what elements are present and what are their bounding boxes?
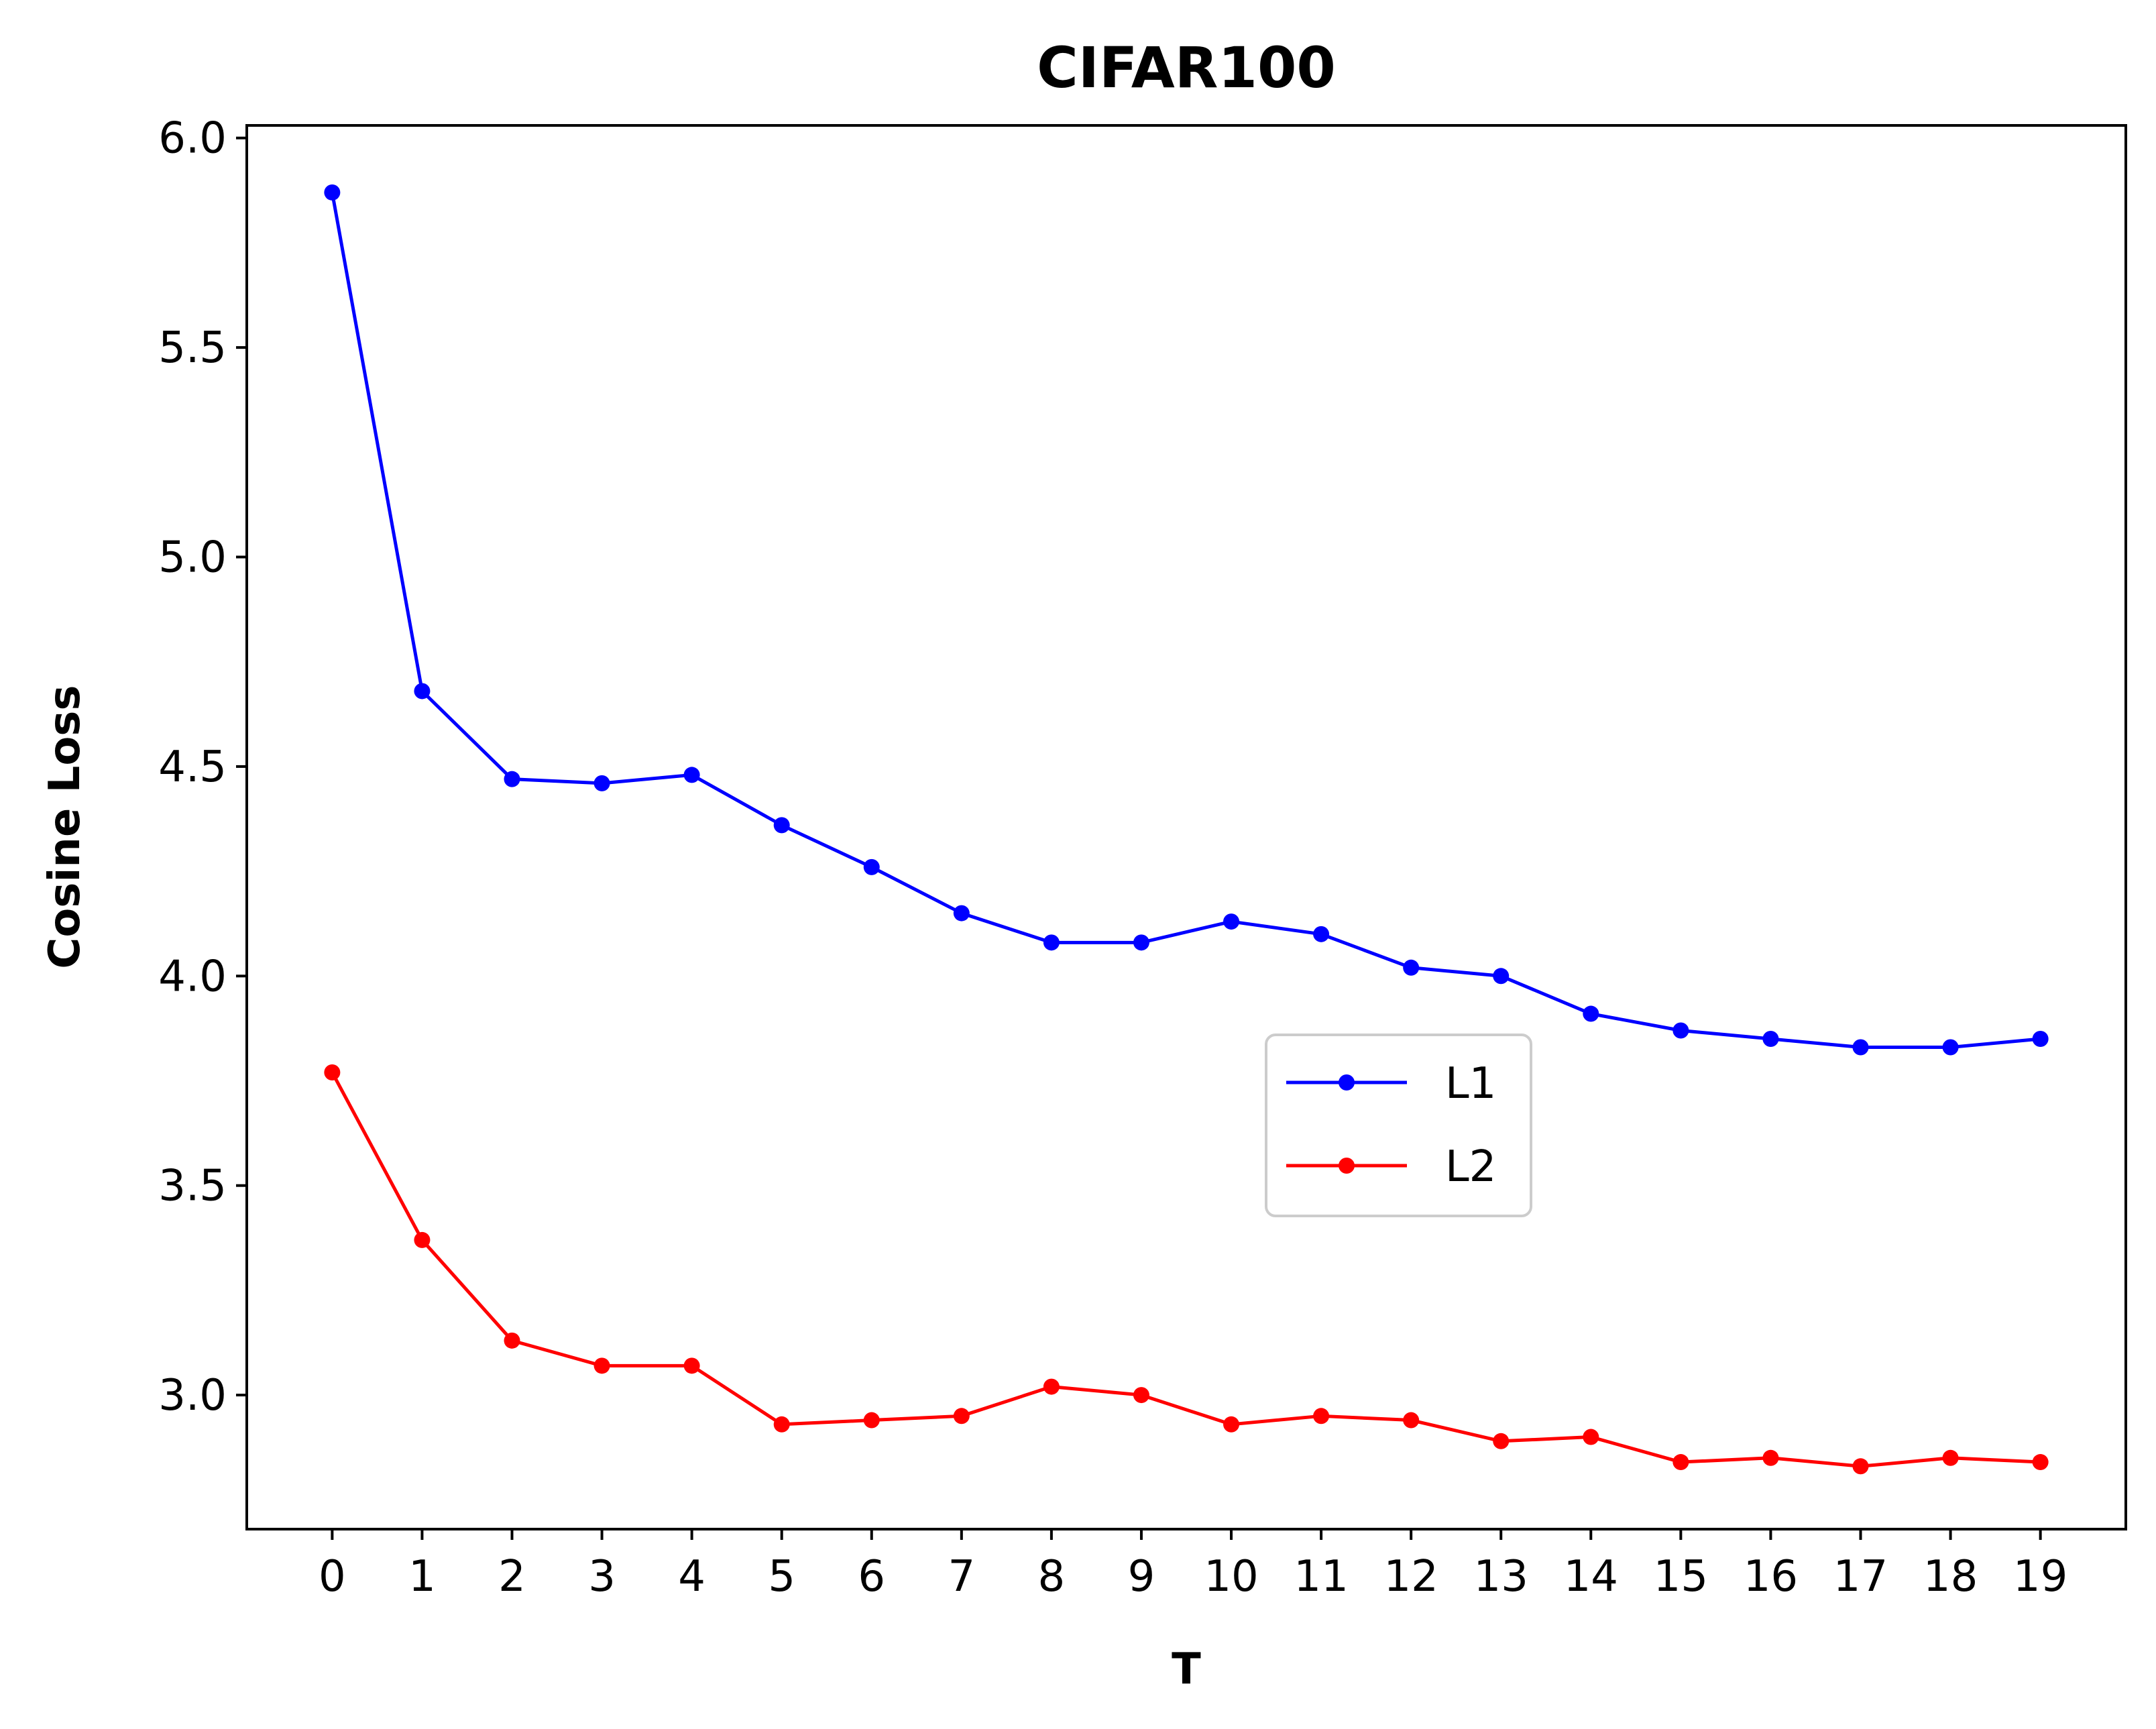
data-point-l2 xyxy=(1493,1433,1510,1449)
x-tick-label: 2 xyxy=(498,1552,526,1602)
data-point-l1 xyxy=(953,905,970,922)
legend-label-l2: L2 xyxy=(1445,1142,1496,1192)
data-point-l2 xyxy=(324,1064,341,1080)
series-line-l2 xyxy=(331,1071,2041,1468)
data-point-l1 xyxy=(1762,1031,1779,1048)
y-tick-label: 3.0 xyxy=(158,1371,227,1420)
data-point-l2 xyxy=(414,1231,431,1248)
chart-title: CIFAR100 xyxy=(1037,35,1336,101)
data-point-l2 xyxy=(1762,1449,1779,1466)
data-point-l2 xyxy=(1672,1454,1689,1471)
data-point-l2 xyxy=(1852,1458,1869,1475)
data-point-l1 xyxy=(1403,959,1420,976)
x-tick-label: 4 xyxy=(678,1552,705,1602)
x-tick-label: 17 xyxy=(1833,1552,1888,1602)
data-point-l1 xyxy=(1493,968,1510,985)
x-tick-label: 19 xyxy=(2013,1552,2067,1602)
data-point-l1 xyxy=(773,817,790,834)
y-tick-label: 5.0 xyxy=(158,533,227,583)
plot-frame xyxy=(245,124,2127,1530)
series-l1 xyxy=(324,184,2049,1056)
y-tick-label: 4.0 xyxy=(158,952,227,1001)
x-tick-label: 14 xyxy=(1564,1552,1618,1602)
data-point-l2 xyxy=(1043,1378,1060,1395)
y-axis-ticks: 3.0 3.5 4.0 4.5 5.0 5.5 6.0 xyxy=(158,114,247,1420)
legend-marker-l1 xyxy=(1339,1074,1355,1091)
x-tick-label: 9 xyxy=(1128,1552,1155,1602)
x-tick-label: 12 xyxy=(1383,1552,1438,1602)
x-tick-label: 15 xyxy=(1654,1552,1708,1602)
data-point-l1 xyxy=(324,184,341,201)
x-tick-label: 8 xyxy=(1038,1552,1066,1602)
x-tick-label: 6 xyxy=(858,1552,885,1602)
data-point-l2 xyxy=(1223,1416,1240,1433)
data-point-l1 xyxy=(1313,926,1330,942)
data-point-l2 xyxy=(2032,1454,2049,1471)
data-point-l2 xyxy=(683,1357,700,1374)
x-tick-label: 16 xyxy=(1744,1552,1798,1602)
data-point-l2 xyxy=(593,1357,610,1374)
data-point-l2 xyxy=(1403,1412,1420,1429)
legend-marker-l2 xyxy=(1339,1158,1355,1174)
x-tick-label: 0 xyxy=(319,1552,346,1602)
series-layer xyxy=(324,184,2049,1475)
data-point-l1 xyxy=(1852,1039,1869,1056)
series-l2 xyxy=(324,1064,2049,1475)
legend-entry-l2: L2 xyxy=(1286,1142,1496,1192)
x-tick-label: 18 xyxy=(1923,1552,1978,1602)
data-point-l1 xyxy=(1583,1005,1599,1022)
data-point-l2 xyxy=(953,1408,970,1425)
data-point-l1 xyxy=(1133,934,1149,951)
data-point-l2 xyxy=(1133,1387,1149,1404)
x-tick-label: 1 xyxy=(408,1552,436,1602)
x-tick-label: 3 xyxy=(588,1552,616,1602)
x-tick-label: 10 xyxy=(1204,1552,1258,1602)
y-tick-label: 5.5 xyxy=(158,323,227,373)
series-line-l1 xyxy=(330,192,2041,1050)
data-point-l1 xyxy=(1942,1039,1959,1056)
y-tick-label: 4.5 xyxy=(158,742,227,792)
data-point-l1 xyxy=(2032,1031,2049,1048)
data-point-l1 xyxy=(1223,913,1240,930)
plot-area xyxy=(247,125,2126,1529)
legend-box xyxy=(1265,1034,1532,1217)
data-point-l1 xyxy=(1672,1022,1689,1039)
data-point-l2 xyxy=(773,1416,790,1433)
x-axis-ticks: 0 1 2 3 4 5 6 7 8 9 10 11 12 13 14 15 16 17 18 19 xyxy=(319,1529,2067,1602)
x-axis-label: T xyxy=(1172,1644,1201,1694)
data-point-l1 xyxy=(683,767,700,783)
data-point-l2 xyxy=(504,1332,520,1349)
legend: L1 L2 xyxy=(1265,1034,1532,1217)
x-tick-label: 7 xyxy=(948,1552,975,1602)
legend-label-l1: L1 xyxy=(1445,1059,1496,1109)
data-point-l2 xyxy=(1313,1408,1330,1425)
legend-entry-l1: L1 xyxy=(1286,1059,1496,1109)
y-tick-label: 3.5 xyxy=(158,1162,227,1211)
data-point-l2 xyxy=(1942,1449,1959,1466)
x-tick-label: 11 xyxy=(1294,1552,1348,1602)
data-point-l1 xyxy=(504,771,520,787)
data-point-l1 xyxy=(1043,934,1060,951)
data-point-l1 xyxy=(593,775,610,791)
data-point-l2 xyxy=(1583,1429,1599,1445)
x-tick-label: 5 xyxy=(768,1552,795,1602)
data-point-l1 xyxy=(414,683,431,700)
data-point-l1 xyxy=(863,858,880,875)
y-tick-label: 6.0 xyxy=(158,114,227,164)
data-point-l2 xyxy=(863,1412,880,1429)
y-axis-label: Cosine Loss xyxy=(40,685,90,968)
x-tick-label: 13 xyxy=(1474,1552,1528,1602)
